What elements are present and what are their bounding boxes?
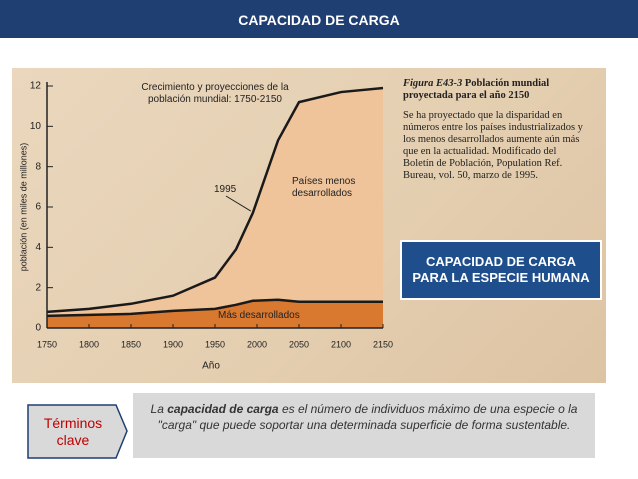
x-tick-label: 2150 — [373, 339, 393, 349]
series-label: Países menos desarrollados — [292, 176, 356, 199]
figure-caption: Figura E43-3 Población mundial proyectad… — [403, 78, 589, 182]
terms-label: Términos clave — [43, 414, 103, 448]
series-line — [46, 298, 383, 318]
figure-label: Figura E43-3 — [403, 78, 463, 89]
y-tick-label: 2 — [35, 282, 41, 293]
header-title: CAPACIDAD DE CARGA — [0, 0, 638, 38]
series-label: Más desarrollados — [218, 310, 300, 321]
x-tick-label: 1800 — [79, 339, 99, 349]
definition: La capacidad de carga es el número de in… — [133, 393, 595, 458]
callout-text: CAPACIDAD DE CARGA PARA LA ESPECIE HUMAN… — [412, 254, 590, 285]
x-tick-label: 1750 — [37, 339, 57, 349]
y-tick-label: 12 — [30, 81, 42, 92]
definition-term: capacidad de carga — [167, 402, 279, 416]
definition-start: La — [150, 402, 164, 416]
x-axis-label: Año — [202, 361, 220, 372]
callout-box: CAPACIDAD DE CARGA PARA LA ESPECIE HUMAN… — [400, 240, 602, 300]
annotation: 1995 — [214, 184, 237, 195]
x-tick-label: 2050 — [289, 339, 309, 349]
figure-title: Población mundial proyectada para el año… — [403, 78, 550, 101]
y-tick-label: 6 — [35, 202, 41, 213]
x-tick-label: 2000 — [247, 339, 267, 349]
y-tick-label: 10 — [30, 121, 42, 132]
y-tick-label: 8 — [35, 161, 41, 172]
y-tick-label: 0 — [35, 323, 41, 334]
series-line — [46, 86, 384, 314]
x-tick-label: 1850 — [121, 339, 141, 349]
y-axis-label: población (en miles de millones) — [18, 143, 28, 272]
series-area — [47, 299, 383, 328]
definition-rest: es el número de individuos máximo de una… — [157, 402, 578, 432]
figure-text: Se ha proyectado que la disparidad en nú… — [403, 110, 583, 181]
x-tick-label: 2100 — [331, 339, 351, 349]
series-area — [47, 88, 383, 316]
y-tick-label: 4 — [35, 242, 41, 253]
x-tick-label: 1900 — [163, 339, 183, 349]
chart-title: Crecimiento y proyecciones de la poblaci… — [141, 82, 289, 105]
annotation-arrow — [225, 195, 252, 212]
x-tick-label: 1950 — [205, 339, 225, 349]
